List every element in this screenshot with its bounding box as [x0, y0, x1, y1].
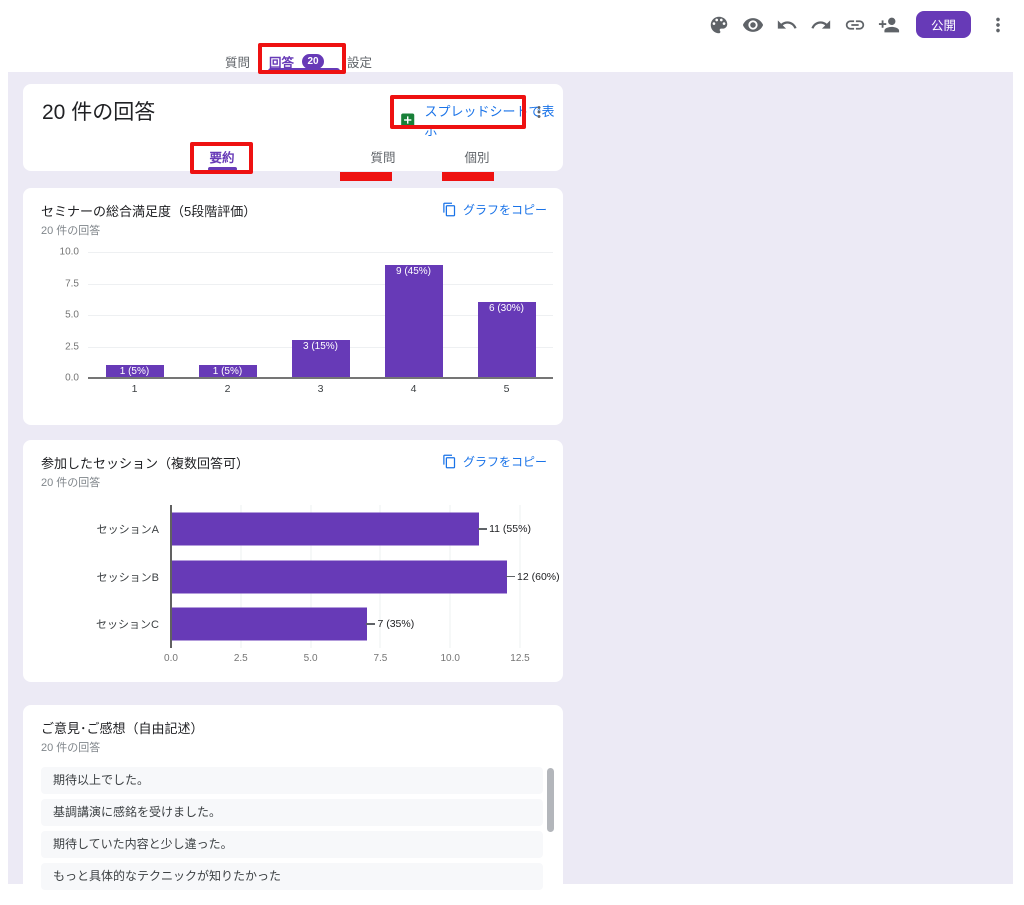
tab-questions[interactable]: 質問: [225, 56, 251, 70]
x-axis-tick: 7.5: [373, 653, 388, 664]
sessions-bar-chart: 11 (55%) 12 (60%) 7 (35%): [170, 505, 560, 648]
publish-button[interactable]: 公開: [915, 11, 971, 38]
category-label: セッションA: [96, 523, 159, 536]
responses-count-title: 20 件の回答: [42, 101, 156, 124]
x-axis: 0.0 2.5 5.0 7.5 10.0 12.5: [164, 653, 530, 667]
copy-icon: [443, 202, 456, 217]
chart-title: セミナーの総合満足度（5段階評価）: [41, 204, 257, 219]
bar-value-label: 9 (45%): [395, 265, 431, 277]
bar-value-label: 7 (35%): [366, 618, 414, 630]
tab-question[interactable]: 質問: [370, 151, 396, 165]
x-axis-tick: 5.0: [303, 653, 318, 664]
bar-value-label: 1 (5%): [119, 366, 150, 378]
card-title: ご意見･ご感想（自由記述）: [41, 721, 204, 736]
redo-icon[interactable]: [809, 13, 833, 37]
bar-value-label: 3 (15%): [302, 341, 338, 353]
x-axis-tick: 5: [503, 383, 510, 395]
responses-kebab-menu-icon[interactable]: [527, 100, 551, 124]
response-list[interactable]: 期待以上でした。 基調講演に感銘を受けました。 期待していた内容と少し違った。 もっと…: [41, 767, 543, 895]
responses-summary-card: 20 件の回答 スプレッドシートで表示 要約 質問 個別: [23, 84, 563, 171]
bar: 3 (15%): [291, 340, 350, 378]
y-axis-tick: 5.0: [65, 309, 79, 321]
gridline: [170, 505, 172, 648]
tab-individual[interactable]: 個別: [464, 151, 490, 165]
add-collaborator-icon[interactable]: [877, 13, 901, 37]
list-scrollbar-thumb[interactable]: [547, 768, 554, 832]
copy-chart-button[interactable]: グラフをコピー: [442, 201, 547, 218]
x-axis-tick: 2.5: [233, 653, 248, 664]
copy-chart-label: グラフをコピー: [462, 203, 547, 217]
y-axis-tick: 2.5: [65, 341, 79, 352]
x-axis-tick: 1: [131, 383, 138, 395]
gridline: [88, 283, 553, 285]
y-axis-tick: 10.0: [59, 246, 79, 258]
x-axis-tick: 12.5: [510, 653, 530, 664]
tab-summary[interactable]: 要約: [209, 151, 235, 165]
satisfaction-chart-card: セミナーの総合満足度（5段階評価） 20 件の回答 グラフをコピー 0.0 2.5…: [23, 188, 563, 425]
summary-tab-indicator: [208, 167, 237, 171]
list-item: もっと具体的なテクニックが知りたかった: [41, 863, 543, 890]
copy-chart-button[interactable]: グラフをコピー: [442, 453, 547, 470]
gridline: [88, 377, 553, 379]
chart-subtitle: 20 件の回答: [41, 225, 101, 237]
chart-subtitle: 20 件の回答: [41, 477, 101, 489]
list-item: 期待以上でした。: [41, 767, 543, 794]
more-options-icon[interactable]: [986, 13, 1010, 37]
copy-link-icon[interactable]: [843, 13, 867, 37]
sessions-chart-card: 参加したセッション（複数回答可） 20 件の回答 グラフをコピー セッションA セ…: [23, 440, 563, 682]
gridline: [88, 315, 553, 316]
active-tab-indicator: [268, 68, 340, 71]
bar: [172, 512, 480, 546]
y-axis-tick: 7.5: [65, 278, 79, 289]
bar: 9 (45%): [384, 264, 443, 378]
tab-responses[interactable]: 回答 20: [269, 52, 325, 71]
y-axis-tick: 0.0: [65, 372, 79, 384]
tab-responses-label: 回答: [269, 56, 295, 70]
bar-value-label: 6 (30%): [488, 303, 524, 315]
x-axis-tick: 10.0: [440, 653, 460, 664]
app-header: 公開 質問 回答 20 設定: [0, 0, 1024, 72]
bar-value-label: 11 (55%): [478, 523, 531, 535]
x-axis: 1 2 3 4 5: [88, 383, 553, 397]
gridline: [88, 252, 553, 253]
bar: 1 (5%): [105, 365, 164, 378]
bar: [172, 607, 368, 641]
bar-value-label: 1 (5%): [212, 366, 243, 378]
bar: [172, 560, 508, 593]
copy-chart-label: グラフをコピー: [462, 455, 547, 469]
chart-title: 参加したセッション（複数回答可）: [41, 456, 250, 471]
category-label: セッションB: [96, 571, 159, 584]
x-axis-tick: 3: [317, 383, 324, 395]
preview-eye-icon[interactable]: [741, 13, 765, 37]
undo-icon[interactable]: [775, 13, 799, 37]
list-item: 基調講演に感銘を受けました。: [41, 799, 543, 826]
copy-icon: [443, 454, 456, 469]
sheets-icon: [401, 113, 415, 127]
free-text-card: ご意見･ご感想（自由記述） 20 件の回答 期待以上でした。 基調講演に感銘を受け…: [23, 705, 563, 905]
tab-settings[interactable]: 設定: [347, 56, 373, 70]
category-label: セッションC: [96, 619, 159, 632]
x-axis-tick: 2: [224, 383, 231, 395]
bar-value-label: 12 (60%): [506, 571, 560, 583]
bar: 6 (30%): [477, 302, 536, 378]
y-axis: セッションA セッションB セッションC: [23, 505, 165, 648]
bar: 1 (5%): [198, 365, 257, 378]
satisfaction-bar-chart: 1 (5%) 1 (5%) 3 (15%) 9 (45%) 6 (30%): [88, 252, 553, 379]
x-axis-tick: 0.0: [164, 653, 178, 664]
response-count-badge: 20: [302, 54, 325, 69]
list-item: 期待していた内容と少し違った。: [41, 831, 543, 858]
toolbar: 公開: [707, 11, 1010, 38]
y-axis: 0.0 2.5 5.0 7.5 10.0: [23, 247, 79, 384]
palette-icon[interactable]: [707, 13, 731, 37]
x-axis-tick: 4: [410, 383, 417, 395]
card-subtitle: 20 件の回答: [41, 742, 101, 754]
